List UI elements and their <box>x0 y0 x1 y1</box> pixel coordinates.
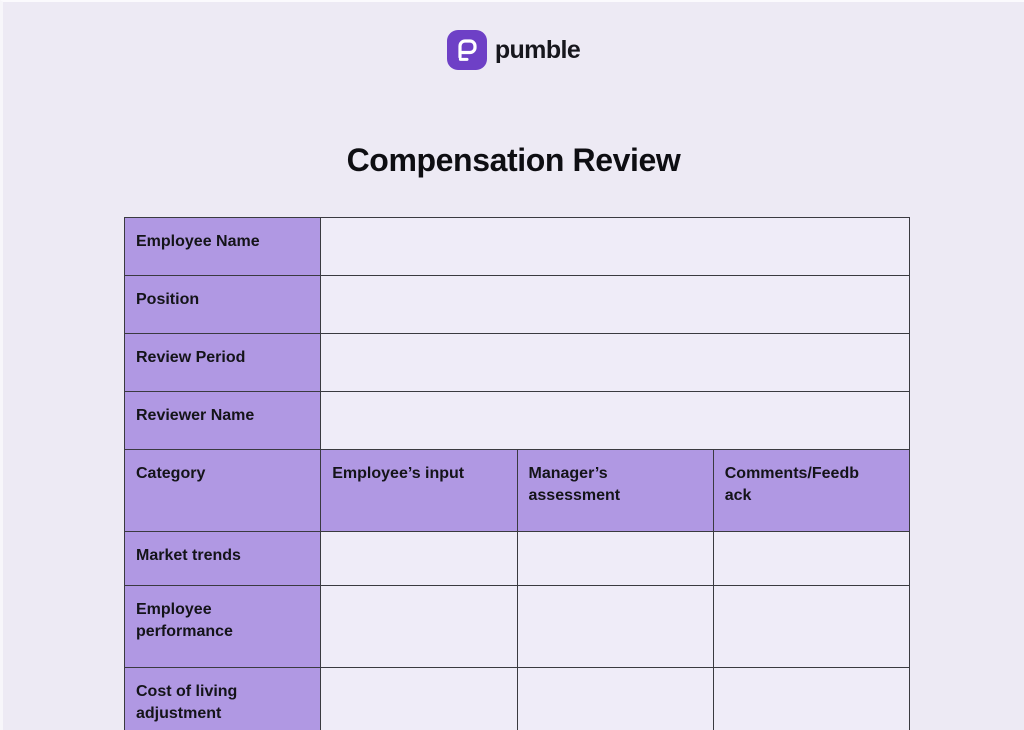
info-label-review-period: Review Period <box>123 333 322 392</box>
info-label-reviewer-name: Reviewer Name <box>123 391 322 450</box>
cell-cost-of-living-comments[interactable] <box>712 667 911 730</box>
pumble-chat-bubble-icon <box>446 30 487 70</box>
page-title: Compensation Review <box>346 142 681 178</box>
compensation-review-table: Employee Name Position Review Period Rev… <box>123 217 911 730</box>
info-value-review-period[interactable] <box>320 333 910 392</box>
category-label-cost-of-living-adjustment: Cost of living adjustment <box>123 667 322 730</box>
category-label-market-trends: Market trends <box>123 531 322 586</box>
cell-market-trends-comments[interactable] <box>712 531 911 586</box>
column-header-comments-feedback: Comments/Feedback <box>712 449 911 532</box>
cell-employee-performance-comments[interactable] <box>712 585 911 668</box>
info-label-position: Position <box>123 275 322 334</box>
cell-market-trends-employee-input[interactable] <box>320 531 518 586</box>
table-row: Position <box>123 275 910 334</box>
table-row: Employee Name <box>123 217 910 276</box>
cell-market-trends-manager-assessment[interactable] <box>516 531 714 586</box>
table-header-row: Category Employee’s input Manager’s asse… <box>123 449 911 532</box>
info-value-employee-name[interactable] <box>320 217 910 276</box>
document-page: pumble Compensation Review Employee Name… <box>3 2 1024 730</box>
column-header-manager-assessment: Manager’s assessment <box>516 449 714 532</box>
info-value-position[interactable] <box>320 275 910 334</box>
table-row: Employee performance <box>123 585 911 668</box>
category-label-employee-performance: Employee performance <box>123 585 322 668</box>
cell-employee-performance-employee-input[interactable] <box>320 585 518 668</box>
column-header-category: Category <box>123 449 322 532</box>
column-header-employee-input: Employee’s input <box>320 449 518 532</box>
cell-employee-performance-manager-assessment[interactable] <box>516 585 714 668</box>
table-row: Cost of living adjustment <box>123 667 911 730</box>
brand-wordmark: pumble <box>494 35 581 64</box>
cell-cost-of-living-manager-assessment[interactable] <box>516 667 714 730</box>
table-row: Review Period <box>123 333 910 392</box>
table-row: Market trends <box>123 531 911 586</box>
column-header-comments-feedback-label: Comments/Feedback <box>724 465 859 504</box>
info-value-reviewer-name[interactable] <box>320 391 910 450</box>
info-label-employee-name: Employee Name <box>123 217 322 276</box>
cell-cost-of-living-employee-input[interactable] <box>320 667 518 730</box>
table-row: Reviewer Name <box>123 391 910 450</box>
pumble-logo: pumble <box>3 30 1024 70</box>
